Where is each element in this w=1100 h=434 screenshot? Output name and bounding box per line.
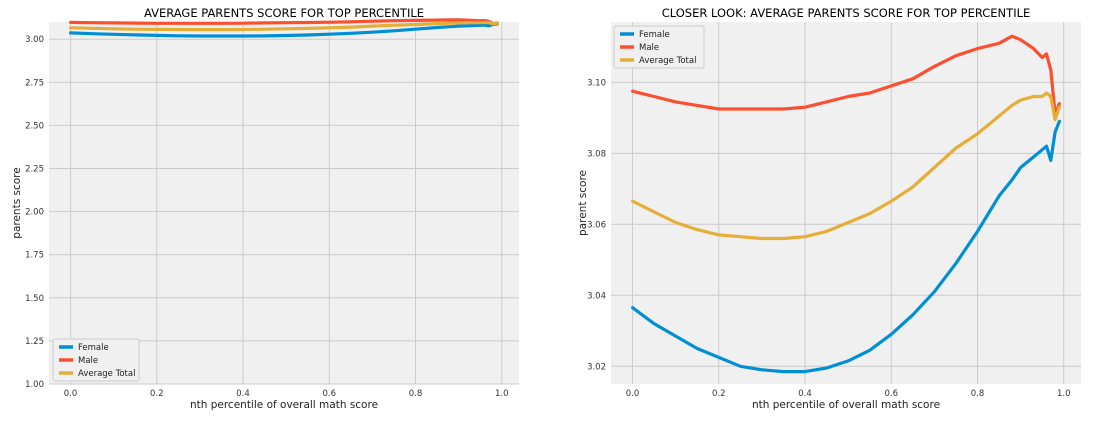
y-tick-label: 2.50 xyxy=(25,121,44,131)
grid xyxy=(49,22,519,385)
y-tick-label: 3.10 xyxy=(587,78,606,88)
series-line-average-total xyxy=(68,20,499,32)
series-line-male xyxy=(630,34,1062,116)
y-axis-label: parent score xyxy=(577,170,589,236)
legend-box xyxy=(52,338,140,382)
x-tick-label: 0.8 xyxy=(409,389,423,399)
chart-closer-look: 0.0 0.2 0.4 0.6 0.8 1.0 3.023.043.063.083.10 … xyxy=(577,6,1081,411)
y-tick-label: 3.06 xyxy=(587,220,606,230)
legend-label-male: Male xyxy=(78,356,98,366)
x-tick-label: 0.2 xyxy=(150,389,164,399)
y-tick-label: 2.25 xyxy=(25,165,44,175)
y-tick-label: 3.08 xyxy=(587,149,606,159)
x-tick-label: 0.0 xyxy=(626,389,640,399)
series-line-male xyxy=(68,18,499,26)
legend: Female Male Average Total xyxy=(613,25,705,69)
x-tick-label: 0.2 xyxy=(712,389,726,399)
y-tick-label: 2.00 xyxy=(25,208,44,218)
x-ticks: 0.0 0.2 0.4 0.6 0.8 1.0 xyxy=(626,389,1071,399)
series-lines xyxy=(630,34,1062,374)
x-tick-label: 0.6 xyxy=(323,389,337,399)
x-tick-label: 1.0 xyxy=(1057,389,1071,399)
x-tick-label: 0.8 xyxy=(971,389,985,399)
x-axis-label: nth percentile of overall math score xyxy=(190,399,378,411)
chart-title: AVERAGE PARENTS SCORE FOR TOP PERCENTILE xyxy=(144,6,424,20)
chart-overview: 0.0 0.2 0.4 0.6 0.8 1.0 1.00 1.25 1.50 1.75 2.00 2… xyxy=(11,6,519,411)
y-tick-label: 3.04 xyxy=(587,291,606,301)
y-tick-label: 3.00 xyxy=(25,35,44,45)
plot-area xyxy=(611,22,1081,384)
series-line-female xyxy=(68,22,499,38)
x-axis-label: nth percentile of overall math score xyxy=(752,399,940,411)
x-tick-label: 0.4 xyxy=(798,389,812,399)
legend-label-female: Female xyxy=(639,30,670,40)
y-ticks: 1.00 1.25 1.50 1.75 2.00 2.25 2.50 2.75 3.00 xyxy=(25,35,44,390)
series-lines xyxy=(68,18,499,38)
y-axis-label: parents score xyxy=(11,167,23,238)
legend-label-male: Male xyxy=(639,43,659,53)
legend-label-female: Female xyxy=(78,343,109,353)
legend-label-average-total: Average Total xyxy=(639,56,696,66)
x-tick-label: 0.6 xyxy=(885,389,899,399)
series-line-female xyxy=(630,119,1062,374)
series-line-average-total xyxy=(630,91,1062,241)
y-tick-label: 1.00 xyxy=(25,380,44,390)
y-tick-label: 1.25 xyxy=(25,337,44,347)
plot-area xyxy=(49,22,519,384)
y-ticks: 3.02 3.04 3.06 3.08 3.10 xyxy=(587,78,606,372)
y-tick-label: 2.75 xyxy=(25,78,44,88)
y-tick-label: 3.02 xyxy=(587,362,606,372)
legend: Female Male Average Total xyxy=(52,338,140,382)
x-tick-label: 0.0 xyxy=(64,389,78,399)
legend-box xyxy=(613,25,705,69)
x-tick-label: 1.0 xyxy=(495,389,509,399)
chart-title: CLOSER LOOK: AVERAGE PARENTS SCORE FOR T… xyxy=(662,6,1031,20)
x-tick-label: 0.4 xyxy=(236,389,250,399)
y-tick-label: 1.50 xyxy=(25,294,44,304)
legend-label-average-total: Average Total xyxy=(78,369,135,379)
x-ticks: 0.0 0.2 0.4 0.6 0.8 1.0 xyxy=(64,389,509,399)
y-tick-label: 1.75 xyxy=(25,251,44,261)
